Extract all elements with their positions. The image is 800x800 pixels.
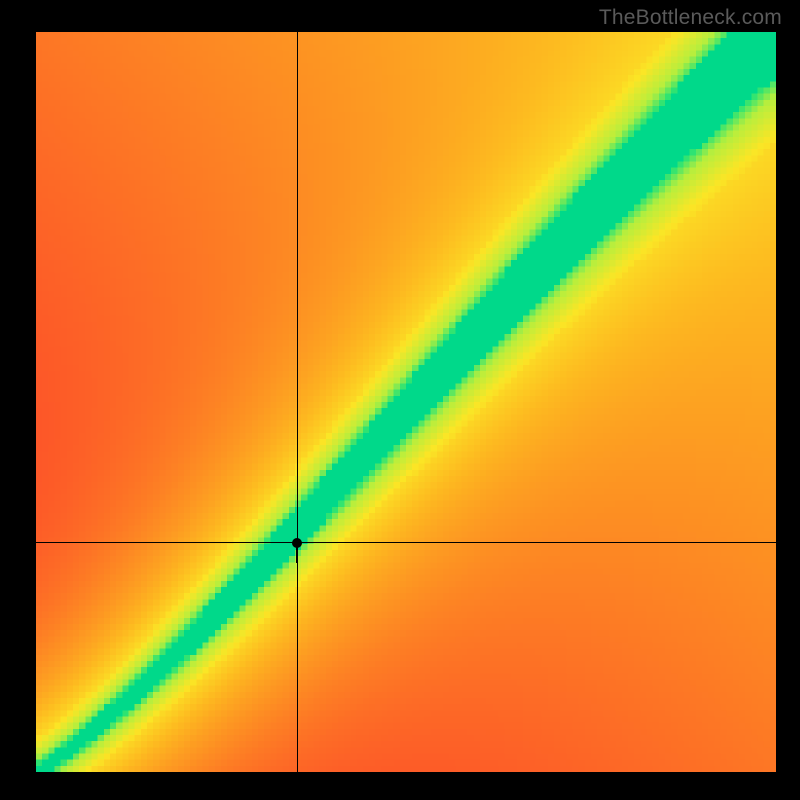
crosshair-horizontal [36,542,776,543]
heatmap-canvas [36,32,776,772]
crosshair-marker [292,538,302,548]
watermark-text: TheBottleneck.com [599,6,782,30]
heatmap-plot [36,32,776,772]
crosshair-vertical [297,32,298,772]
